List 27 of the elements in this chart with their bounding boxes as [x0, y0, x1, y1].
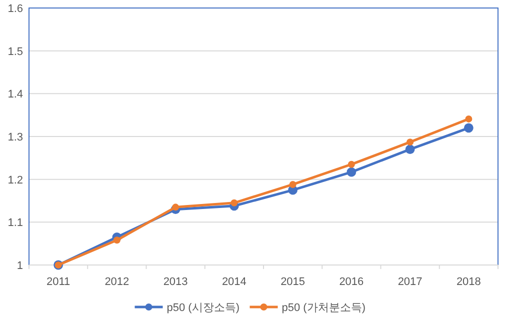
point: [405, 144, 415, 154]
point: [113, 236, 120, 244]
x-tick-label: 2015: [280, 276, 306, 288]
x-tick-label: 2012: [104, 276, 130, 288]
point: [230, 199, 238, 206]
point: [406, 138, 414, 146]
y-tick-label: 1.3: [8, 132, 23, 144]
x-tick-label: 2011: [46, 276, 70, 288]
x-tick-label: 2017: [398, 276, 422, 288]
legend-label: p50 (시장소득): [166, 302, 240, 314]
point: [289, 180, 296, 188]
y-tick-label: 1: [16, 260, 23, 272]
y-tick-label: 1.6: [8, 3, 23, 15]
x-tick-label: 2018: [456, 276, 481, 288]
y-tick-label: 1.5: [8, 46, 23, 58]
y-tick-label: 1.1: [8, 217, 23, 230]
x-tick-label: 2014: [222, 276, 246, 288]
legend-label: p50 (가처분소득): [282, 302, 366, 314]
x-tick-label: 2016: [339, 276, 364, 288]
point: [172, 204, 180, 211]
point: [348, 160, 355, 168]
y-tick-label: 1.4: [8, 88, 23, 101]
point: [346, 167, 356, 177]
point: [465, 115, 472, 122]
x-tick-label: 2013: [163, 276, 188, 288]
y-tick-label: 1.2: [8, 174, 23, 186]
point: [464, 123, 474, 133]
